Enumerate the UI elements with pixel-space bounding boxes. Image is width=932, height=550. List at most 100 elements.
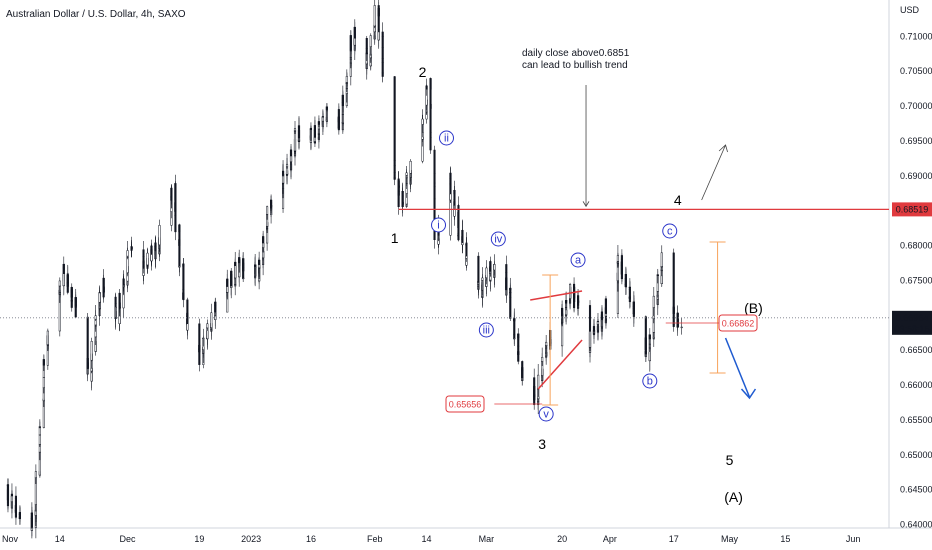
candle-body bbox=[620, 261, 623, 280]
candle bbox=[86, 354, 89, 376]
candle bbox=[130, 241, 133, 257]
candle-body bbox=[281, 170, 285, 176]
candle-body bbox=[270, 204, 273, 209]
candle bbox=[178, 262, 181, 277]
candle bbox=[493, 262, 496, 276]
candle bbox=[461, 242, 464, 254]
candle-body bbox=[680, 326, 683, 329]
candle-body bbox=[545, 342, 548, 346]
wave-label-v-circle bbox=[538, 406, 554, 422]
candle bbox=[588, 325, 592, 349]
candle-body bbox=[401, 191, 404, 207]
candle-body bbox=[62, 273, 65, 287]
bearish-arrow-head bbox=[740, 388, 757, 400]
candle-body bbox=[393, 76, 396, 161]
candle-body bbox=[142, 260, 145, 269]
candle bbox=[38, 421, 41, 429]
candle bbox=[154, 236, 157, 262]
candle bbox=[150, 249, 153, 262]
wave-label-b: b bbox=[647, 376, 653, 388]
candle bbox=[98, 286, 101, 307]
resistance-tag-bg bbox=[892, 202, 932, 217]
candle-body bbox=[569, 283, 572, 299]
candle-body bbox=[493, 264, 496, 271]
candle-body bbox=[214, 315, 217, 320]
candle bbox=[42, 354, 45, 372]
candle bbox=[405, 166, 408, 186]
note-line-2: can lead to bullish trend bbox=[522, 60, 628, 71]
candle-body bbox=[365, 52, 368, 55]
candle bbox=[680, 317, 683, 335]
chart-title: Australian Dollar / U.S. Dollar, 4h, SAX… bbox=[6, 9, 186, 20]
candle bbox=[210, 303, 213, 332]
y-tick-label: 0.69500 bbox=[900, 136, 932, 146]
wave-label-iii-circle bbox=[478, 322, 494, 338]
candle-body bbox=[648, 334, 651, 340]
candle bbox=[230, 271, 233, 287]
y-tick-label: 0.66000 bbox=[900, 380, 932, 390]
candle-body bbox=[397, 191, 400, 207]
candle bbox=[381, 62, 384, 83]
candle-body bbox=[405, 172, 408, 176]
current-price-tag: 0.66964 bbox=[896, 313, 929, 323]
candle-body bbox=[158, 225, 161, 246]
candle bbox=[14, 504, 17, 525]
candle bbox=[576, 291, 580, 308]
wave-label-3: 3 bbox=[538, 436, 546, 452]
candle bbox=[465, 248, 468, 262]
candle-body bbox=[604, 313, 608, 317]
candle-body bbox=[377, 31, 380, 41]
wave-label-1: 1 bbox=[391, 230, 399, 246]
candle bbox=[142, 249, 145, 274]
candle bbox=[242, 275, 245, 280]
candle bbox=[353, 33, 356, 47]
candle-body bbox=[433, 186, 436, 200]
candle-body bbox=[421, 118, 424, 125]
candle bbox=[66, 273, 69, 295]
candle-body bbox=[628, 296, 631, 303]
candle bbox=[266, 205, 269, 220]
low-price-box: 0.65656 bbox=[449, 400, 482, 410]
candle bbox=[660, 245, 663, 269]
candle-body bbox=[214, 301, 217, 313]
x-tick-label: Dec bbox=[120, 534, 137, 544]
candle bbox=[337, 122, 340, 135]
candle-body bbox=[206, 323, 209, 329]
candle-body bbox=[186, 315, 189, 325]
candle-body bbox=[122, 284, 125, 286]
candle-body bbox=[74, 303, 77, 318]
b-price-box: 0.66862 bbox=[722, 319, 755, 329]
candle bbox=[10, 490, 14, 509]
wave-label-B: (B) bbox=[744, 300, 763, 316]
candle bbox=[102, 282, 105, 303]
candle bbox=[74, 303, 77, 318]
low-price-box-frame bbox=[445, 395, 485, 413]
candle-body bbox=[118, 292, 121, 309]
candle bbox=[449, 183, 452, 204]
candle-body bbox=[537, 374, 540, 390]
candle-body bbox=[644, 352, 647, 355]
candle-body bbox=[6, 501, 10, 507]
current-tag-bg bbox=[892, 310, 932, 335]
candle bbox=[401, 184, 404, 217]
candle-body bbox=[600, 319, 604, 321]
candle-body bbox=[337, 126, 340, 131]
wave-label-iii: iii bbox=[483, 325, 490, 337]
wave-label-iv: iv bbox=[494, 234, 502, 246]
candle bbox=[297, 124, 301, 148]
candle bbox=[573, 284, 576, 313]
x-tick-label: 15 bbox=[780, 534, 790, 544]
candle-body bbox=[565, 300, 568, 304]
candle-body bbox=[130, 247, 133, 250]
x-tick-label: 14 bbox=[422, 534, 432, 544]
x-tick-label: 20 bbox=[557, 534, 567, 544]
candle bbox=[118, 292, 121, 313]
candle-body bbox=[341, 94, 344, 107]
wave-label-5: 5 bbox=[726, 452, 734, 468]
candle bbox=[481, 267, 484, 292]
candle-body bbox=[632, 308, 635, 317]
candle-body bbox=[178, 266, 181, 268]
candle bbox=[457, 232, 460, 241]
candle bbox=[186, 306, 189, 325]
